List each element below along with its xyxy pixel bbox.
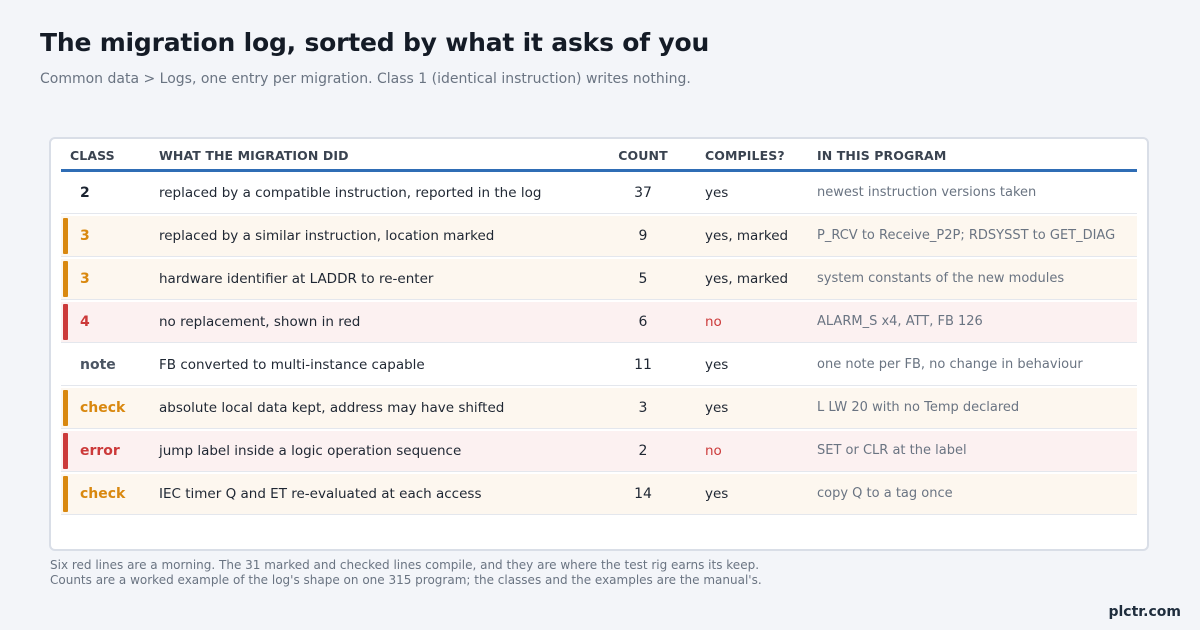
col-header-class: CLASS — [70, 148, 115, 163]
class-cell: 4 — [80, 314, 90, 330]
footnote-2: Counts are a worked example of the log's… — [50, 573, 762, 587]
class-cell: check — [80, 486, 126, 502]
compiles-cell: yes — [705, 185, 729, 201]
count-cell: 37 — [634, 185, 652, 201]
program-cell: one note per FB, no change in behaviour — [817, 357, 1083, 372]
program-cell: ALARM_S x4, ATT, FB 126 — [817, 314, 983, 329]
table-header: CLASS WHAT THE MIGRATION DID COUNT COMPI… — [61, 139, 1137, 172]
class-cell: error — [80, 443, 120, 459]
footnote-1: Six red lines are a morning. The 31 mark… — [50, 558, 760, 572]
compiles-cell: no — [705, 314, 722, 330]
table-row: check IEC timer Q and ET re-evaluated at … — [61, 474, 1137, 515]
severity-marker — [63, 175, 68, 211]
program-cell: SET or CLR at the label — [817, 443, 967, 458]
compiles-cell: yes, marked — [705, 271, 789, 287]
class-cell: note — [80, 357, 116, 373]
table-row: 4 no replacement, shown in red 6 no ALARM_S … — [61, 302, 1137, 343]
table-row: 3 hardware identifier at LADDR to re-ente… — [61, 259, 1137, 300]
table-row: 3 replaced by a similar instruction, loca… — [61, 216, 1137, 257]
program-cell: P_RCV to Receive_P2P; RDSYSST to GET_DIA… — [817, 228, 1116, 243]
migration-log-table: CLASS WHAT THE MIGRATION DID COUNT COMPI… — [49, 137, 1149, 551]
severity-marker — [63, 476, 68, 512]
did-cell: hardware identifier at LADDR to re-enter — [159, 271, 434, 287]
did-cell: jump label inside a logic operation sequ… — [159, 443, 462, 459]
did-cell: replaced by a similar instruction, locat… — [159, 228, 495, 244]
severity-marker — [63, 218, 68, 254]
program-cell: newest instruction versions taken — [817, 185, 1037, 200]
class-cell: 3 — [80, 271, 90, 287]
table-row: error jump label inside a logic operation… — [61, 431, 1137, 472]
compiles-cell: no — [705, 443, 722, 459]
count-cell: 14 — [634, 486, 652, 502]
severity-marker — [63, 261, 68, 297]
compiles-cell: yes, marked — [705, 228, 789, 244]
program-cell: copy Q to a tag once — [817, 486, 953, 501]
severity-marker — [63, 390, 68, 426]
program-cell: L LW 20 with no Temp declared — [817, 400, 1020, 415]
table-row: check absolute local data kept, address m… — [61, 388, 1137, 429]
severity-marker — [63, 433, 68, 469]
count-cell: 5 — [638, 271, 648, 287]
col-header-program: IN THIS PROGRAM — [817, 148, 947, 163]
class-cell: 3 — [80, 228, 90, 244]
severity-marker — [63, 304, 68, 340]
col-header-count: COUNT — [618, 148, 668, 163]
compiles-cell: yes — [705, 486, 729, 502]
class-cell: check — [80, 400, 126, 416]
did-cell: replaced by a compatible instruction, re… — [159, 185, 542, 201]
severity-marker — [63, 347, 68, 383]
did-cell: absolute local data kept, address may ha… — [159, 400, 505, 416]
col-header-did: WHAT THE MIGRATION DID — [159, 148, 349, 163]
count-cell: 6 — [638, 314, 648, 330]
page-subtitle: Common data > Logs, one entry per migrat… — [40, 71, 691, 87]
page-title: The migration log, sorted by what it ask… — [40, 28, 710, 57]
did-cell: IEC timer Q and ET re-evaluated at each … — [159, 486, 482, 502]
table-row: 2 replaced by a compatible instruction, r… — [61, 173, 1137, 214]
count-cell: 2 — [638, 443, 648, 459]
table-row: note FB converted to multi-instance capab… — [61, 345, 1137, 386]
compiles-cell: yes — [705, 357, 729, 373]
count-cell: 11 — [634, 357, 652, 373]
count-cell: 9 — [638, 228, 648, 244]
did-cell: FB converted to multi-instance capable — [159, 357, 425, 373]
table-body: 2 replaced by a compatible instruction, r… — [61, 173, 1137, 517]
brand-logo-text: plctr.com — [1108, 604, 1181, 620]
count-cell: 3 — [638, 400, 648, 416]
class-cell: 2 — [80, 185, 90, 201]
program-cell: system constants of the new modules — [817, 271, 1065, 286]
col-header-compiles: COMPILES? — [705, 148, 785, 163]
did-cell: no replacement, shown in red — [159, 314, 361, 330]
compiles-cell: yes — [705, 400, 729, 416]
